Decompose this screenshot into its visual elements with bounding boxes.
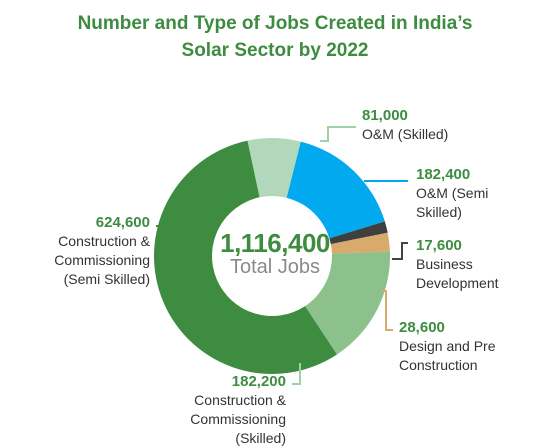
chart-title-line2: Solar Sector by 2022	[181, 40, 369, 61]
slice-om-skilled	[247, 138, 301, 198]
slice-label-om-semi-skilled: 182,400 O&M (Semi Skilled)	[416, 165, 526, 222]
slice-label-business-development: 17,600 Business Development	[416, 236, 526, 293]
slice-value-om-semi-skilled: 182,400	[416, 166, 471, 183]
total-jobs-label: Total Jobs	[229, 256, 321, 278]
slice-om-semi-skilled	[286, 141, 385, 239]
leader-om-skilled	[320, 126, 356, 142]
slice-value-business-development: 17,600	[416, 237, 462, 254]
chart-title: Number and Type of Jobs Created in India…	[0, 10, 550, 64]
slice-value-cc-skilled: 182,200	[231, 373, 286, 390]
leader-business-development	[392, 242, 408, 260]
slice-cc-semi-skilled	[154, 140, 337, 374]
slice-value-design-pre-construction: 28,600	[399, 319, 445, 336]
slice-name-design-pre-construction: Design and Pre Construction	[399, 338, 496, 373]
slice-value-om-skilled: 81,000	[362, 107, 408, 124]
slice-label-cc-skilled: 182,200 Construction & Commissioning (Sk…	[168, 372, 286, 448]
slice-label-design-pre-construction: 28,600 Design and Pre Construction	[399, 318, 529, 375]
slice-name-business-development: Business Development	[416, 256, 499, 291]
donut-chart	[154, 126, 408, 385]
leader-cc-skilled	[292, 363, 301, 385]
slice-business-development	[329, 221, 388, 245]
slice-name-om-semi-skilled: O&M (Semi Skilled)	[416, 185, 489, 220]
slice-name-om-skilled: O&M (Skilled)	[362, 126, 449, 142]
slice-cc-skilled	[305, 251, 390, 355]
total-jobs-value: 1,116,400	[220, 228, 330, 258]
slice-design-pre-construction	[330, 232, 390, 254]
slice-label-cc-semi-skilled: 624,600 Construction & Commissioning (Se…	[30, 213, 150, 289]
slice-label-om-skilled: 81,000 O&M (Skilled)	[362, 106, 502, 144]
slice-name-cc-semi-skilled: Construction & Commissioning (Semi Skill…	[54, 233, 150, 287]
slice-value-cc-semi-skilled: 624,600	[95, 214, 150, 231]
chart-title-line1: Number and Type of Jobs Created in India…	[77, 13, 473, 34]
leader-design-pre-construction	[381, 290, 393, 331]
